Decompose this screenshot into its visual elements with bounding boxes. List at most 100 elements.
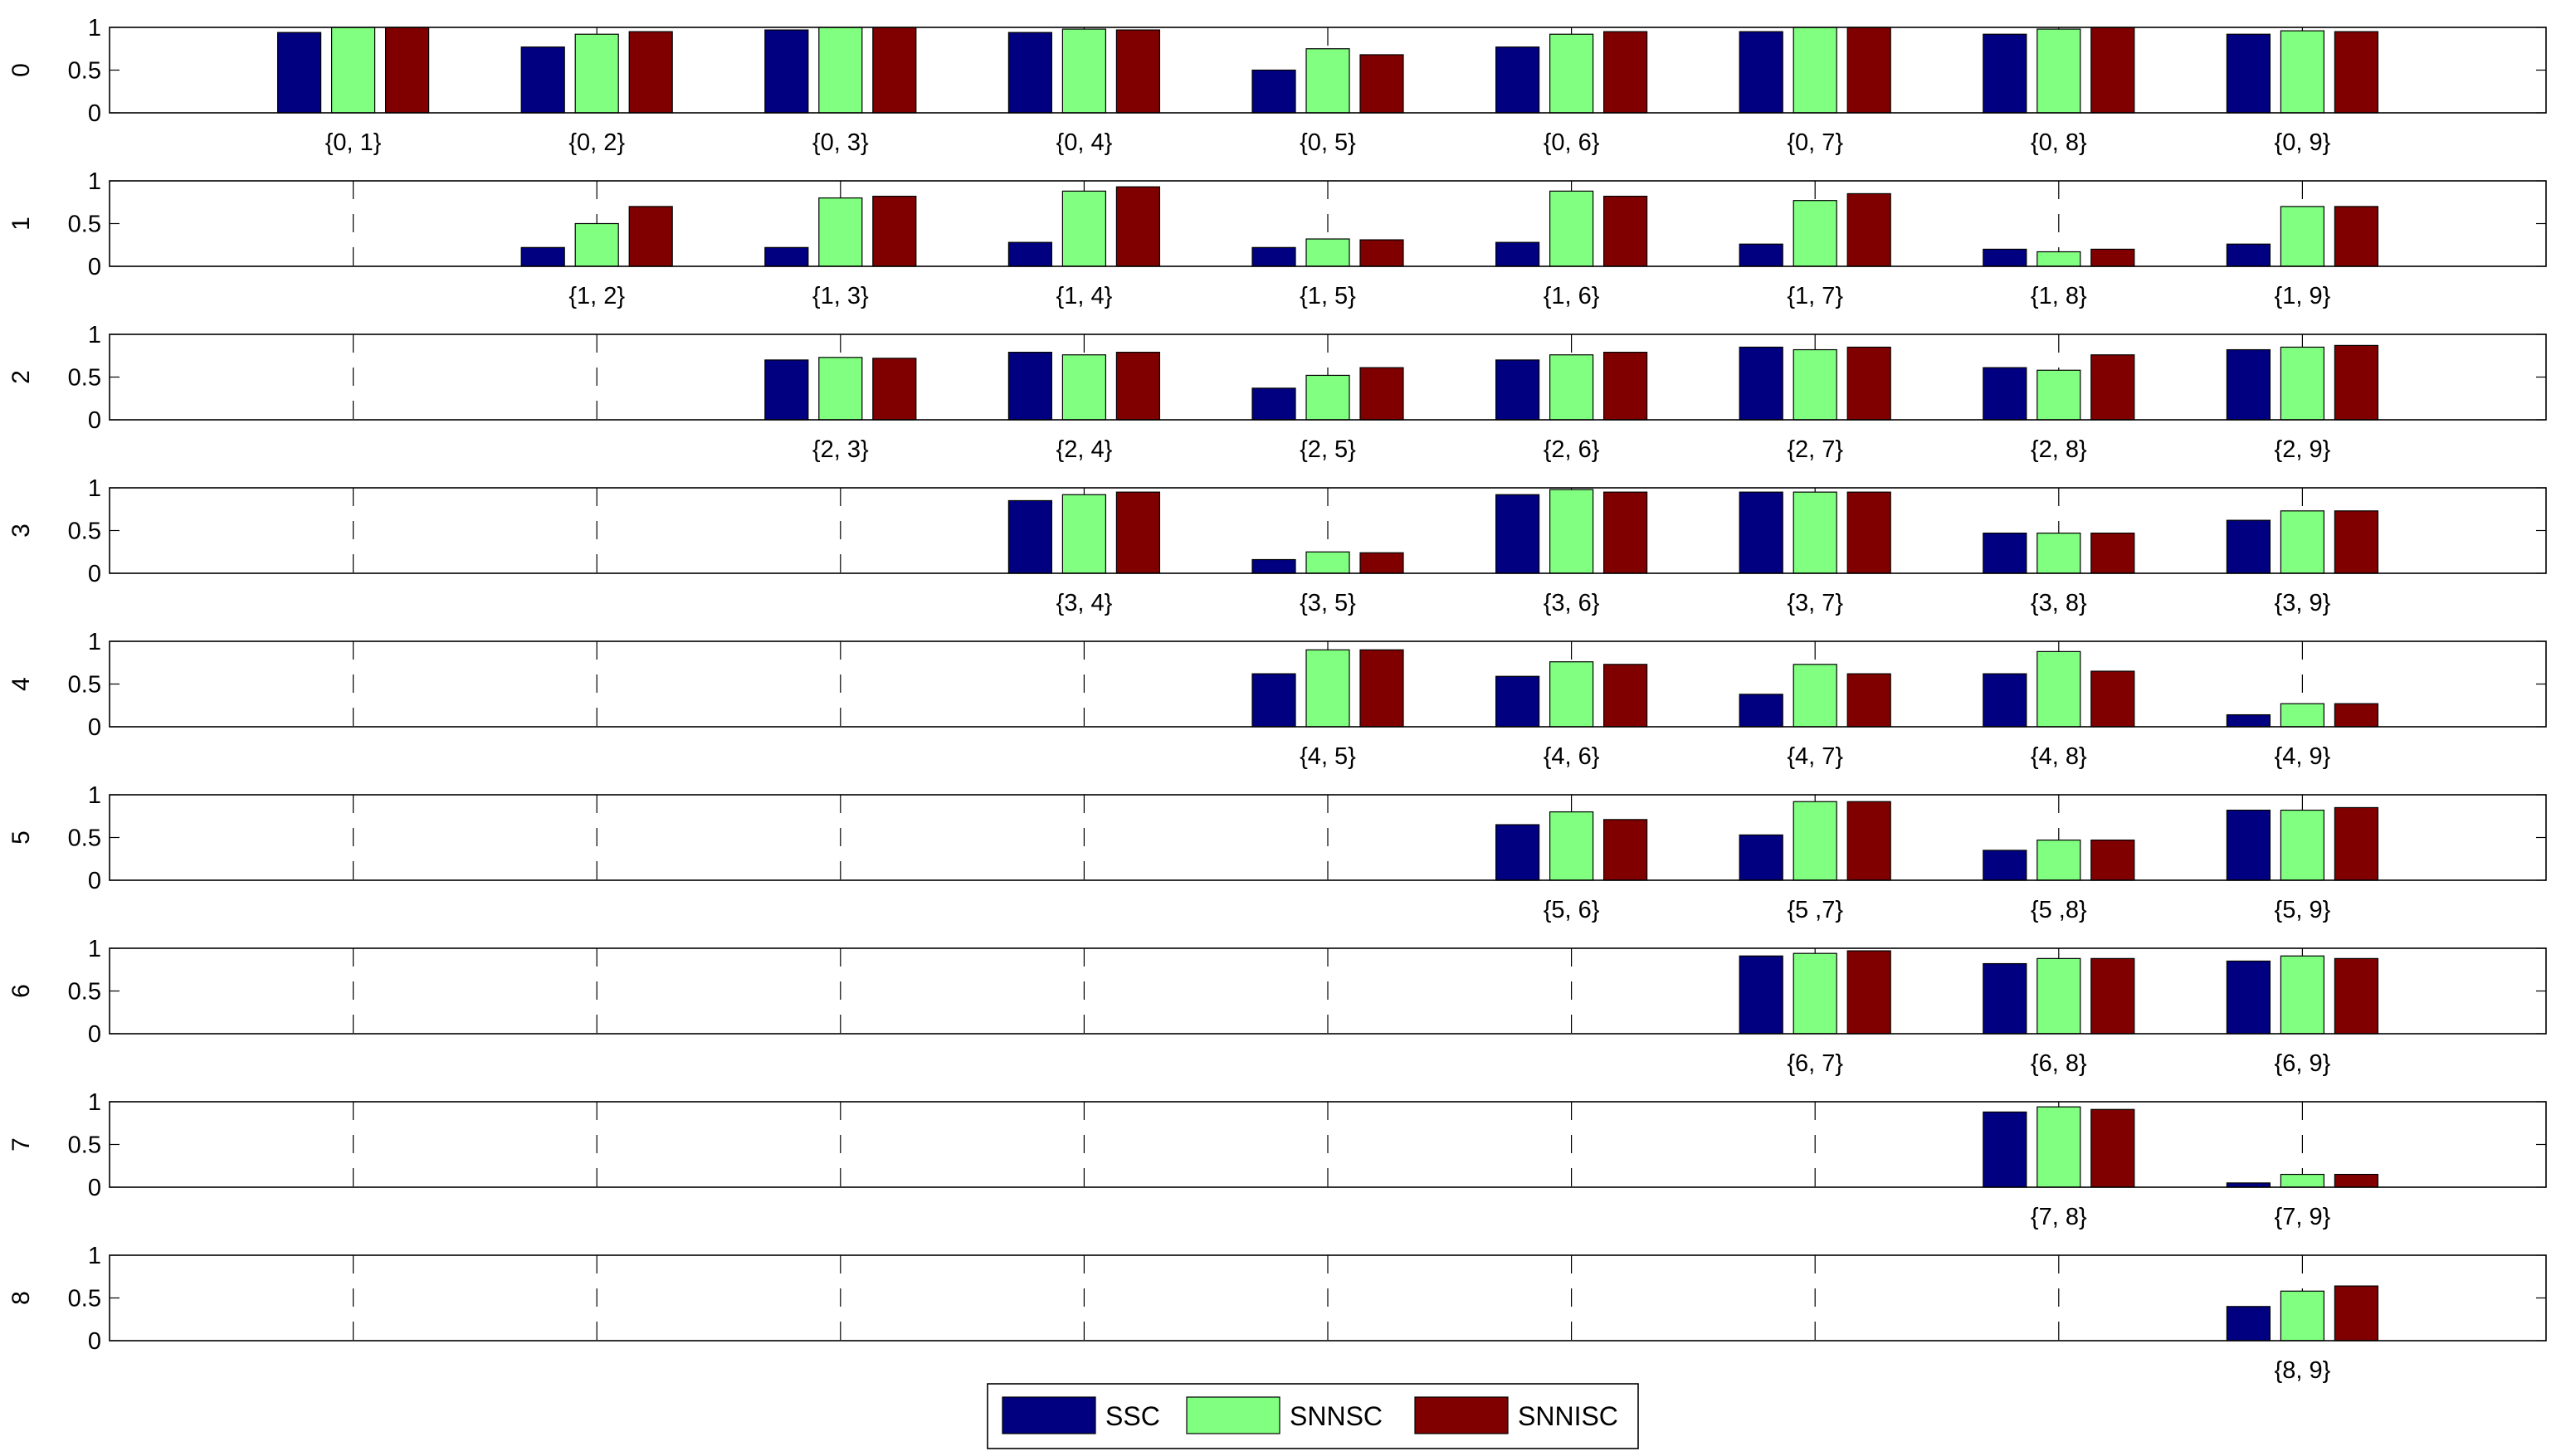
bar-ssc [1495, 46, 1540, 114]
y-tick-label: 1 [88, 15, 101, 41]
bar-ssc [277, 32, 322, 114]
bar-snnisc [1359, 649, 1404, 728]
bar-snnsc [1061, 28, 1107, 114]
bar-snnisc [628, 206, 673, 267]
bar-snnisc [1359, 239, 1404, 267]
group-label: {0, 9} [2275, 129, 2331, 156]
bar-snnisc [1115, 186, 1161, 267]
bar-snnsc [1793, 801, 1837, 881]
bar-snnisc [1602, 352, 1648, 421]
bar-ssc [1495, 241, 1540, 267]
bar-snnisc [1115, 491, 1161, 574]
group-label: {0, 3} [812, 129, 869, 156]
bar-ssc [1495, 675, 1540, 728]
bar-snnisc [2334, 31, 2378, 114]
bar-ssc [1007, 241, 1053, 267]
y-tick-label: 0 [88, 1021, 101, 1048]
group-label: {0, 5} [1300, 129, 1356, 156]
bar-ssc [1495, 359, 1540, 421]
group-label: {8, 9} [2275, 1357, 2331, 1384]
y-tick-label: 0.5 [68, 672, 101, 699]
bar-snnisc [1359, 54, 1404, 114]
group-label: {3, 7} [1787, 590, 1843, 616]
group-label: {5 ,7} [1787, 897, 1843, 923]
bar-ssc [1251, 69, 1296, 114]
y-tick-label: 0 [88, 407, 101, 434]
bar-snnsc [1305, 48, 1350, 114]
bar-snnsc [2280, 510, 2324, 574]
panel-ylabel: 8 [7, 1291, 35, 1305]
y-tick-label: 1 [88, 1089, 101, 1116]
bar-ssc [1251, 387, 1296, 421]
y-tick-label: 0 [88, 1175, 101, 1201]
bar-ssc [1739, 31, 1783, 114]
group-label: {2, 3} [812, 436, 869, 463]
panel-ylabel: 5 [7, 830, 35, 845]
bar-ssc [1739, 694, 1783, 728]
group-label: {5 ,8} [2031, 897, 2087, 923]
y-tick-label: 0.5 [68, 1132, 101, 1159]
bar-snnisc [385, 27, 430, 114]
group-label: {0, 7} [1787, 129, 1843, 156]
group-label: {1, 8} [2031, 283, 2087, 309]
y-tick-label: 0.5 [68, 365, 101, 392]
legend-label-snnisc: SNNISC [1518, 1401, 1618, 1431]
group-label: {0, 2} [568, 129, 625, 156]
bar-snnsc [2280, 30, 2324, 114]
bar-snnisc [2090, 532, 2135, 574]
bar-snnsc [1061, 190, 1107, 267]
y-tick-label: 1 [88, 475, 101, 502]
y-tick-label: 0.5 [68, 519, 101, 545]
bar-snnisc [1846, 673, 1891, 728]
bar-snnsc [818, 357, 863, 421]
bar-snnisc [872, 195, 917, 267]
bar-snnsc [1793, 664, 1837, 728]
bar-ssc [1251, 246, 1296, 267]
group-label: {3, 5} [1300, 590, 1356, 616]
bar-snnsc [574, 222, 619, 267]
group-label: {4, 5} [1300, 743, 1356, 770]
bar-snnsc [1061, 354, 1107, 421]
bar-snnsc [818, 27, 863, 114]
bar-ssc [2226, 519, 2271, 574]
bar-snnsc [818, 197, 863, 267]
bar-ssc [1983, 532, 2027, 574]
y-tick-label: 1 [88, 629, 101, 655]
bar-ssc [1983, 367, 2027, 421]
bar-snnsc [1793, 491, 1837, 574]
bar-snnsc [1305, 374, 1350, 421]
bar-ssc [1739, 491, 1783, 574]
bar-snnisc [1846, 192, 1891, 267]
bar-snnsc [2037, 532, 2081, 574]
group-label: {6, 9} [2275, 1050, 2331, 1077]
group-label: {1, 5} [1300, 283, 1356, 309]
bar-snnsc [1305, 551, 1350, 574]
group-label: {3, 4} [1056, 590, 1113, 616]
legend-swatch-ssc [1002, 1396, 1096, 1434]
bar-snnisc [2334, 806, 2378, 881]
y-tick-label: 1 [88, 1243, 101, 1269]
bar-snnisc [2334, 206, 2378, 267]
group-label: {1, 2} [568, 283, 625, 309]
bar-ssc [1983, 1111, 2027, 1188]
bar-ssc [764, 29, 809, 114]
bar-snnsc [1305, 238, 1350, 267]
bar-snnisc [2090, 670, 2135, 728]
bar-snnsc [2037, 957, 2081, 1035]
bar-ssc [1007, 352, 1053, 421]
bar-snnsc [2037, 251, 2081, 267]
bar-snnsc [2280, 1173, 2324, 1188]
bar-ssc [2226, 33, 2271, 114]
legend-swatch-snnisc [1414, 1396, 1509, 1434]
bar-ssc [1007, 499, 1053, 574]
bar-ssc [1495, 494, 1540, 574]
bar-snnsc [2037, 1106, 2081, 1188]
bar-snnisc [2090, 354, 2135, 421]
y-tick-label: 1 [88, 782, 101, 809]
bar-snnsc [2280, 703, 2324, 728]
bar-snnsc [1549, 354, 1594, 421]
group-label: {4, 9} [2275, 743, 2331, 770]
bar-snnisc [1846, 346, 1891, 421]
bar-snnisc [1359, 552, 1404, 574]
